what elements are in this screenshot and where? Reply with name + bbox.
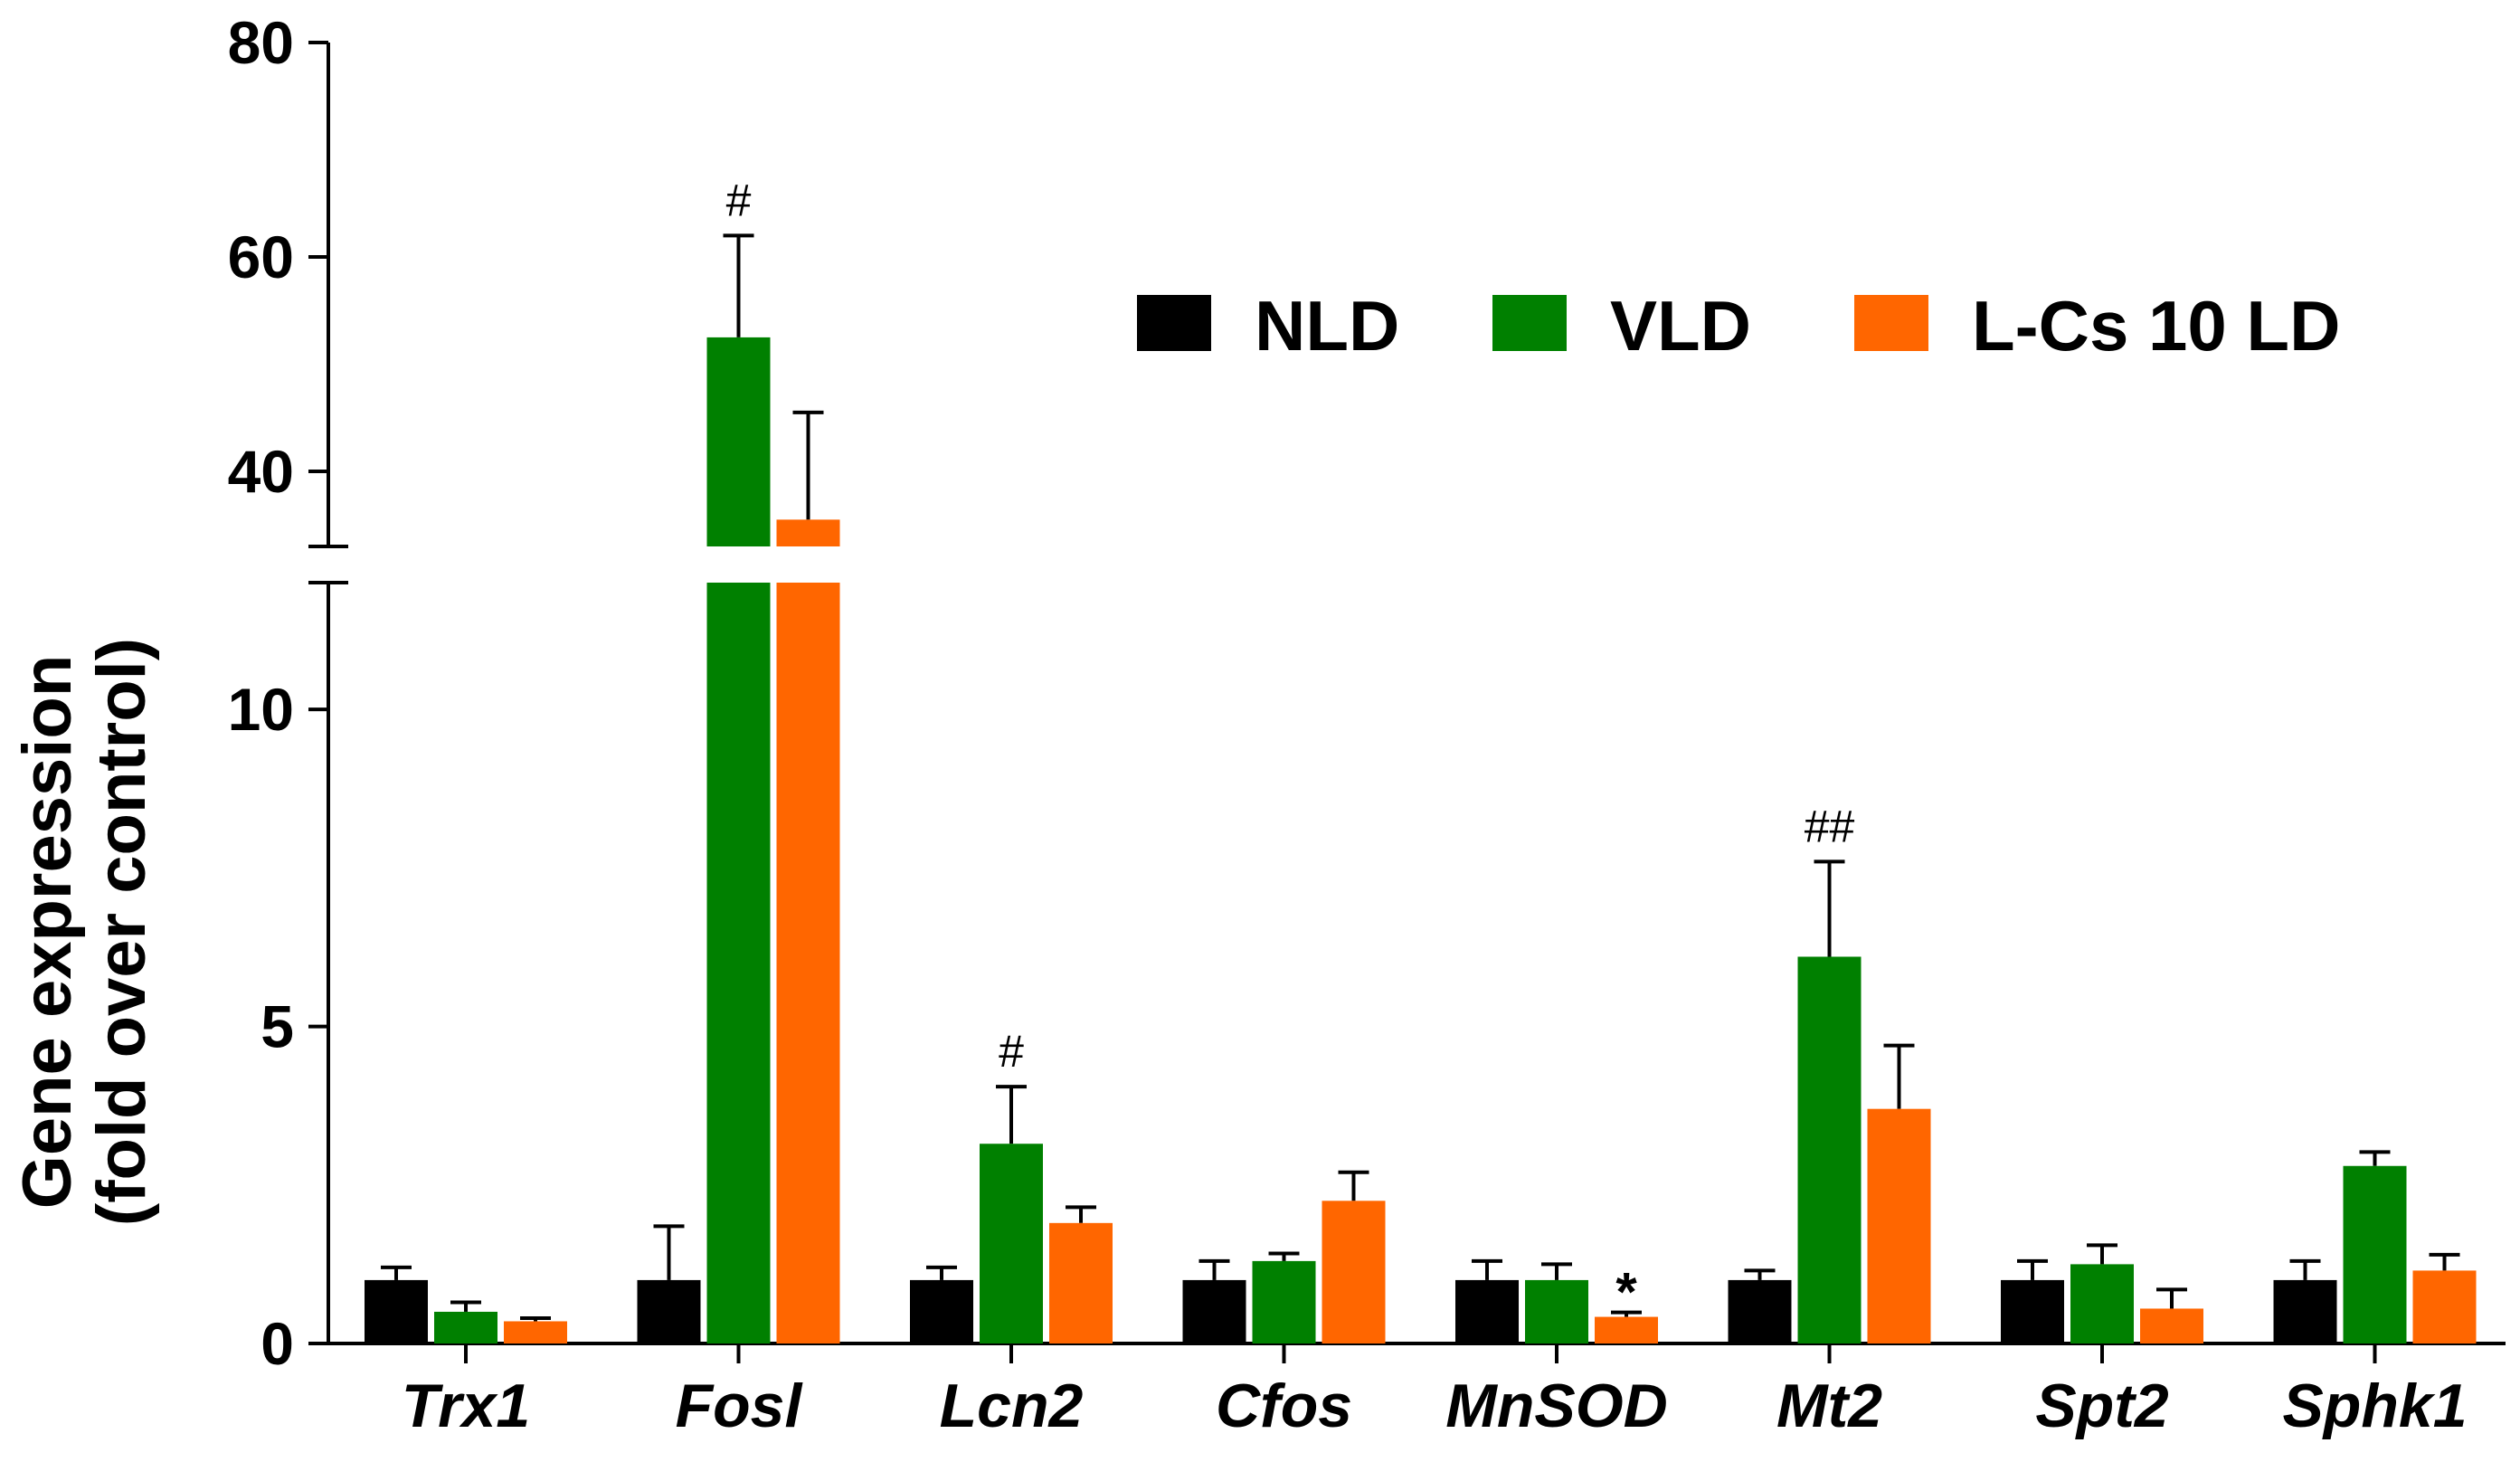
bar-lower-Fosl-L-Cs-10-LD (776, 583, 840, 1343)
legend-swatch-L-Cs-10-LD (1854, 295, 1928, 351)
x-category-label-Sphk1: Sphk1 (2282, 1372, 2467, 1440)
annotation-Fosl-VLD: # (726, 175, 752, 225)
legend-label-L-Cs-10-LD: L-Cs 10 LD (1972, 286, 2340, 366)
x-category-label-Cfos: Cfos (1216, 1372, 1352, 1440)
x-category-label-Lcn2: Lcn2 (940, 1372, 1084, 1440)
y-tick-label-5: 5 (261, 993, 294, 1060)
bar-MnSOD-NLD (1455, 1279, 1519, 1343)
y-tick-label-60: 60 (228, 223, 294, 290)
bar-Sphk1-VLD (2343, 1165, 2407, 1343)
bar-Trx1-L-Cs-10-LD (504, 1321, 567, 1343)
bar-upper-Fosl-VLD (706, 337, 771, 546)
legend-swatch-VLD (1492, 295, 1567, 351)
y-tick-label-10: 10 (228, 676, 294, 743)
bar-MnSOD-L-Cs-10-LD (1595, 1316, 1658, 1343)
bar-Sphk1-NLD (2273, 1279, 2337, 1343)
annotation-Mt2-VLD: ## (1805, 801, 1855, 851)
bar-Cfos-L-Cs-10-LD (1322, 1201, 1386, 1343)
x-category-label-MnSOD: MnSOD (1445, 1372, 1668, 1440)
bar-lower-Fosl-VLD (706, 583, 771, 1343)
annotation-Lcn2-VLD: # (999, 1026, 1024, 1077)
bar-MnSOD-VLD (1525, 1279, 1588, 1343)
annotation-MnSOD-L-Cs-10-LD: * (1615, 1262, 1637, 1323)
bar-Mt2-VLD (1797, 956, 1862, 1343)
bar-Spt2-L-Cs-10-LD (2140, 1308, 2203, 1343)
y-axis-title-line1: Gene expression (9, 655, 86, 1210)
bar-Spt2-VLD (2070, 1264, 2134, 1343)
y-tick-label-80: 80 (228, 9, 294, 76)
bar-Cfos-VLD (1252, 1260, 1316, 1343)
x-category-label-Trx1: Trx1 (402, 1372, 530, 1440)
x-category-label-Fosl: Fosl (676, 1372, 804, 1440)
bar-Mt2-NLD (1728, 1279, 1792, 1343)
bar-Cfos-NLD (1182, 1279, 1246, 1343)
bar-upper-Fosl-L-Cs-10-LD (776, 519, 840, 546)
x-category-label-Mt2: Mt2 (1776, 1372, 1882, 1440)
bar-Mt2-L-Cs-10-LD (1867, 1108, 1931, 1343)
bar-Fosl-NLD (637, 1279, 701, 1343)
bar-Trx1-VLD (434, 1311, 497, 1343)
x-category-label-Spt2: Spt2 (2035, 1372, 2169, 1440)
bar-Trx1-NLD (365, 1279, 428, 1343)
bar-Spt2-NLD (2001, 1279, 2064, 1343)
bar-Lcn2-NLD (910, 1279, 973, 1343)
legend-swatch-NLD (1137, 295, 1211, 351)
y-axis-title-line2: (fold over control) (83, 638, 160, 1226)
bar-Lcn2-VLD (980, 1144, 1043, 1343)
legend-label-VLD: VLD (1610, 286, 1751, 366)
y-tick-label-40: 40 (228, 438, 294, 505)
bar-Lcn2-L-Cs-10-LD (1049, 1222, 1113, 1343)
y-tick-label-0: 0 (261, 1310, 294, 1377)
legend-label-NLD: NLD (1255, 286, 1399, 366)
bar-Sphk1-L-Cs-10-LD (2412, 1270, 2477, 1343)
